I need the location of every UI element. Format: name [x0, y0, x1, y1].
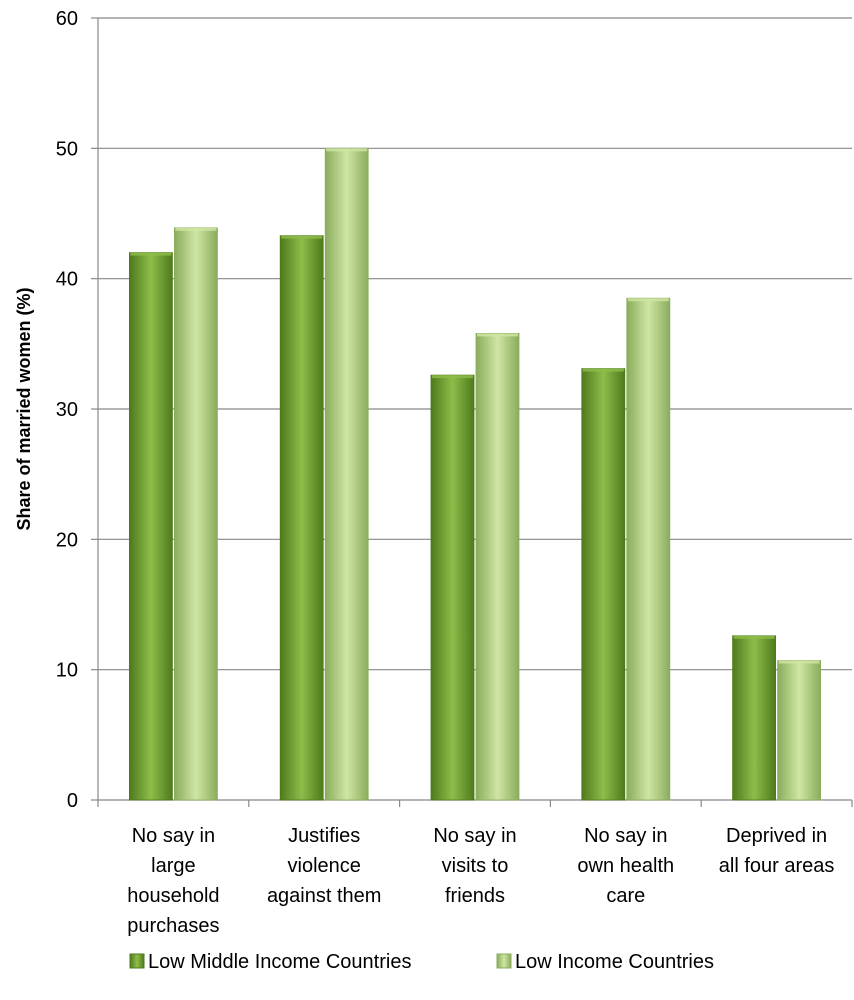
y-tick-label: 50 — [56, 138, 78, 160]
axes — [91, 17, 853, 807]
y-tick-label: 30 — [56, 399, 78, 421]
legend: Low Middle Income Countries Low Income Co… — [129, 951, 714, 973]
gridlines — [98, 17, 852, 671]
bars — [128, 147, 821, 801]
bar-top-highlight — [582, 368, 624, 372]
bar-top-highlight — [432, 375, 473, 379]
bar-low-middle-income — [279, 235, 324, 801]
bar-low-income — [626, 297, 671, 801]
bar-top-highlight — [477, 333, 518, 337]
bar-top-highlight — [175, 227, 217, 231]
legend-label: Low Middle Income Countries — [148, 951, 411, 973]
x-category-label: No say in own health care — [577, 825, 674, 907]
y-axis-title: Share of married women (%) — [14, 287, 34, 530]
bar-top-highlight — [778, 660, 820, 664]
legend-swatch — [129, 953, 145, 969]
legend-swatch — [496, 953, 512, 969]
bar-top-highlight — [733, 635, 775, 639]
bar-low-income — [324, 147, 369, 801]
bar-top-highlight — [130, 252, 172, 256]
legend-label: Low Income Countries — [515, 951, 714, 973]
y-tick-label: 60 — [56, 8, 78, 30]
x-category-label: Deprived in all four areas — [719, 825, 835, 877]
y-tick-label: 20 — [56, 529, 78, 551]
bar-low-middle-income — [732, 635, 776, 801]
bar-top-highlight — [627, 298, 669, 302]
bar-low-middle-income — [128, 252, 173, 801]
bar-low-middle-income — [430, 374, 475, 801]
y-tick-label: 10 — [56, 660, 78, 682]
y-tick-label: 0 — [67, 790, 78, 812]
y-tick-label: 40 — [56, 269, 78, 291]
bar-top-highlight — [281, 235, 323, 239]
bar-low-income — [173, 227, 218, 801]
bar-low-income — [777, 660, 821, 801]
x-category-label: Justifies violence against them — [267, 825, 382, 907]
bar-top-highlight — [326, 148, 368, 152]
bar-low-middle-income — [581, 368, 626, 801]
x-category-label: No say in large household purchases — [127, 825, 219, 937]
x-category-label: No say in visits to friends — [433, 825, 516, 907]
bar-low-income — [475, 333, 520, 801]
labels: 0 10 20 30 40 50 60 No say in large household purc… — [14, 8, 834, 937]
